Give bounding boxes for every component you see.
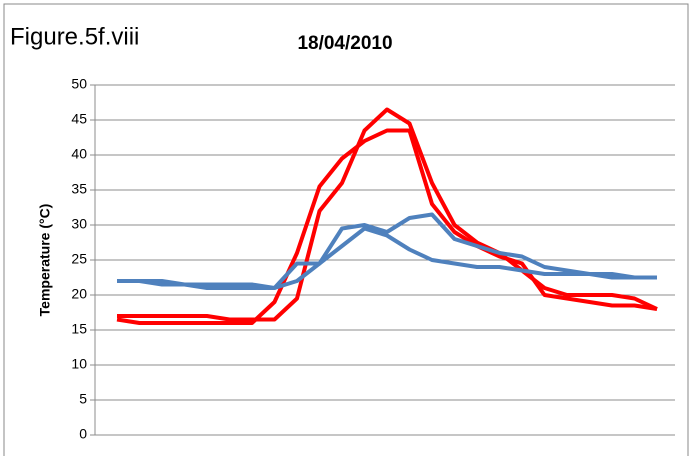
data-line: [117, 226, 657, 290]
y-tick-label: 0: [79, 426, 87, 442]
y-tick-label: 35: [71, 181, 87, 197]
y-tick-label: 15: [71, 321, 87, 337]
data-line: [117, 107, 658, 322]
data-line: [116, 128, 658, 325]
y-tick-label: 50: [71, 76, 87, 92]
chart-frame: [3, 3, 689, 456]
chart-subtitle: 18/04/2010: [297, 33, 392, 54]
y-tick-label: 40: [71, 146, 87, 162]
y-tick-label: 5: [79, 391, 87, 407]
y-tick-label: 20: [71, 286, 87, 302]
chart-title: Figure.5f.viii: [10, 23, 139, 50]
y-tick-label: 45: [71, 111, 87, 127]
y-axis-label: Temperature (°C): [37, 204, 53, 317]
data-line: [117, 212, 657, 290]
y-tick-label: 25: [71, 251, 87, 267]
y-tick-label: 10: [71, 356, 87, 372]
y-tick-label: 30: [71, 216, 87, 232]
